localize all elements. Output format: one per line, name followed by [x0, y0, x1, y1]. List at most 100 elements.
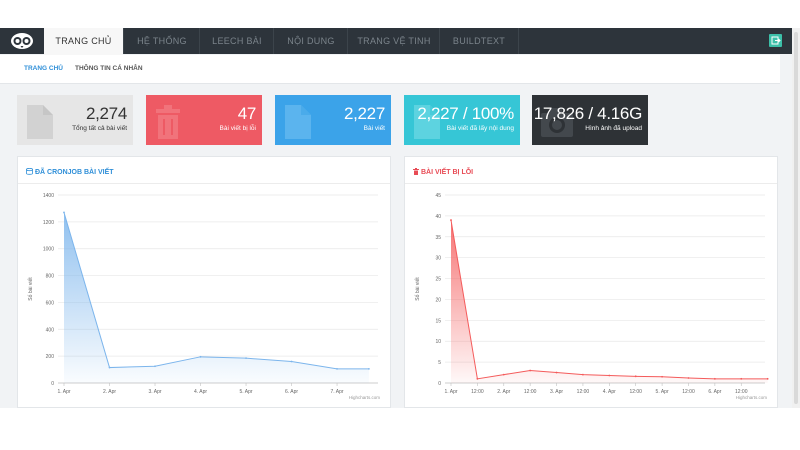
y-tick-label: 1400	[43, 193, 54, 199]
stat-label: Bài viết bị lỗi	[219, 125, 257, 132]
cronjob-panel-title: ĐÃ CRONJOB BÀI VIẾT	[26, 167, 114, 176]
trash-icon	[413, 168, 419, 175]
trash-icon	[156, 105, 180, 139]
cronjob-title-text: ĐÃ CRONJOB BÀI VIẾT	[35, 169, 114, 176]
data-point	[336, 368, 338, 370]
app-window: TRANG CHỦ HỆ THỐNG LEECH BÀI NỘI DUNG TR…	[0, 28, 793, 408]
tab-buildtext[interactable]: BUILDTEXT	[439, 28, 519, 54]
scrollbar-thumb[interactable]	[794, 32, 798, 404]
data-point	[502, 373, 505, 376]
data-point	[687, 377, 690, 379]
data-point	[634, 375, 637, 378]
y-tick-label: 1200	[43, 220, 54, 226]
x-tick-label: 6. Apr	[285, 389, 298, 395]
y-tick-label: 200	[46, 354, 55, 360]
data-point	[582, 373, 584, 376]
y-tick-label: 5	[438, 360, 441, 366]
x-tick-label: 5. Apr	[239, 389, 252, 395]
x-tick-label: 12:00	[524, 389, 537, 395]
panel-divider	[405, 183, 777, 184]
y-tick-label: 45	[435, 193, 441, 199]
cronjob-chart: 0 200 400 600 800 1000 1200 1400 Số bài viết 1. A…	[28, 193, 381, 400]
x-tick-label: 7. Apr	[331, 389, 344, 395]
document-icon	[414, 105, 440, 139]
y-tick-label: 10	[435, 339, 441, 345]
x-tick-label: 1. Apr	[444, 389, 457, 395]
y-tick-label: 800	[46, 274, 55, 280]
database-icon	[26, 167, 33, 175]
stat-value: 2,274	[85, 104, 127, 123]
stat-value: 2,227	[343, 104, 385, 123]
y-tick-label: 35	[435, 235, 441, 241]
x-tick-label: 4. Apr	[603, 389, 616, 395]
chart-credit: Highcharts.com	[349, 395, 381, 400]
data-point	[108, 366, 111, 369]
tab-leech-bai[interactable]: LEECH BÀI	[199, 28, 274, 54]
x-tick-label: 12:00	[682, 389, 695, 395]
y-tick-label: 0	[438, 381, 441, 387]
error-chart: 0 5 10 15 20 25 30 35 40 45 Số bài viết 1. Apr 12:00…	[415, 193, 769, 400]
x-tick-label: 12:00	[629, 389, 642, 395]
owl-logo-icon[interactable]	[11, 33, 33, 49]
subtab-thong-tin-ca-nhan[interactable]: THÔNG TIN CÁ NHÂN	[75, 65, 143, 72]
document-icon	[27, 105, 53, 139]
stat-card-content-fetched[interactable]: 2,227 / 100% Bài viết đã lấy nội dung	[404, 95, 520, 145]
error-title-text: BÀI VIẾT BỊ LỖI	[421, 169, 474, 176]
data-point	[713, 377, 716, 380]
stat-card-error-posts[interactable]: 47 Bài viết bị lỗi	[146, 95, 262, 145]
y-tick-label: 20	[435, 297, 441, 303]
error-panel-title: BÀI VIẾT BỊ LỖI	[413, 168, 473, 176]
x-tick-label: 2. Apr	[103, 389, 116, 395]
data-point	[367, 368, 370, 370]
y-tick-label: 30	[435, 256, 441, 262]
data-point	[555, 371, 558, 374]
data-point	[740, 377, 743, 380]
data-point	[290, 360, 293, 363]
x-tick-label: 12:00	[735, 389, 748, 395]
stat-label: Hình ảnh đã upload	[585, 125, 642, 132]
series-line	[63, 212, 369, 370]
panel-divider	[18, 183, 390, 184]
cronjob-panel: ĐÃ CRONJOB BÀI VIẾT 0 200 400 600 800 1000 120…	[17, 156, 391, 408]
stat-value: 47	[237, 104, 257, 123]
data-point	[476, 377, 479, 380]
data-point	[450, 219, 452, 221]
series-area	[451, 220, 768, 383]
series-area	[64, 212, 369, 383]
logout-icon	[771, 36, 781, 45]
x-tick-label: 1. Apr	[57, 389, 70, 395]
y-tick-label: 15	[435, 318, 441, 324]
y-tick-label: 600	[46, 300, 55, 306]
data-point	[199, 355, 202, 358]
scrollbar[interactable]	[792, 28, 800, 408]
tab-he-thong[interactable]: HỆ THỐNG	[123, 28, 200, 54]
data-point	[766, 377, 769, 380]
top-navbar: TRANG CHỦ HỆ THỐNG LEECH BÀI NỘI DUNG TR…	[0, 28, 792, 55]
x-tick-label: 3. Apr	[148, 389, 161, 395]
stat-card-images-uploaded[interactable]: 17,826 / 4.16G Hình ảnh đã upload	[532, 95, 648, 145]
x-tick-label: 5. Apr	[656, 389, 669, 395]
x-tick-label: 4. Apr	[194, 389, 207, 395]
camera-icon	[541, 108, 573, 137]
stat-value: 2,227 / 100%	[417, 104, 514, 123]
y-tick-label: 25	[435, 277, 441, 283]
y-tick-label: 400	[46, 327, 55, 333]
tab-noi-dung[interactable]: NỘI DUNG	[273, 28, 348, 54]
document-icon	[285, 105, 311, 139]
sub-navbar: TRANG CHỦ THÔNG TIN CÁ NHÂN	[0, 55, 780, 84]
data-point	[245, 357, 247, 360]
y-axis-label: Số bài viết	[28, 277, 34, 301]
subtab-trang-chu[interactable]: TRANG CHỦ	[24, 65, 63, 72]
tab-trang-ve-tinh[interactable]: TRANG VỆ TINH	[347, 28, 440, 54]
data-point	[529, 369, 532, 372]
stat-label: Bài viết đã lấy nội dung	[446, 125, 514, 132]
data-point	[154, 365, 156, 368]
tab-trang-chu[interactable]: TRANG CHỦ	[44, 28, 123, 55]
x-tick-label: 12:00	[577, 389, 590, 395]
stat-label: Bài viết	[363, 125, 385, 132]
stat-card-total-posts[interactable]: 2,274 Tổng tất cả bài viết	[17, 95, 133, 145]
stat-card-posts[interactable]: 2,227 Bài viết	[275, 95, 391, 145]
y-tick-label: 40	[435, 214, 441, 220]
logout-button[interactable]	[769, 34, 782, 47]
data-point	[63, 211, 65, 214]
